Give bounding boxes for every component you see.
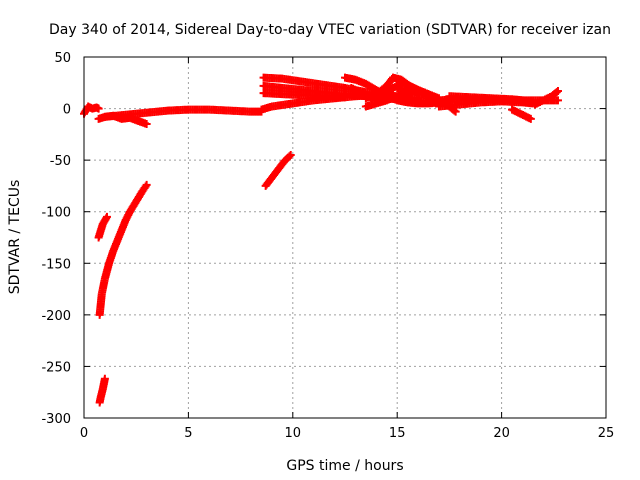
data-point: [141, 182, 150, 191]
data-point: [102, 212, 111, 221]
data-point: [142, 180, 151, 189]
data-series-19: [508, 105, 535, 123]
data-series-2: [94, 212, 111, 242]
x-tick-label: 10: [285, 426, 302, 441]
y-tick-label: -150: [41, 257, 71, 272]
data-series-5: [100, 105, 266, 121]
chart-title: Day 340 of 2014, Sidereal Day-to-day VTE…: [49, 22, 611, 38]
data-point: [451, 107, 460, 116]
data-series-3: [95, 180, 151, 319]
data-series-20: [531, 87, 562, 109]
x-tick-label: 5: [184, 426, 192, 441]
x-tick-label: 0: [80, 426, 88, 441]
x-tick-label: 20: [493, 426, 510, 441]
y-tick-label: -100: [41, 206, 71, 221]
x-axis-label: GPS time / hours: [286, 458, 403, 474]
y-tick-label: 0: [63, 103, 71, 118]
plot-frame: [83, 56, 607, 419]
data-point: [341, 93, 349, 102]
data-point: [100, 374, 109, 383]
data-point: [553, 96, 562, 105]
y-tick-label: -200: [41, 309, 71, 324]
y-tick-label: -250: [41, 360, 71, 375]
y-tick-label: 50: [54, 51, 71, 66]
data-point: [552, 88, 561, 97]
x-tick-label: 15: [389, 426, 406, 441]
data-point: [285, 152, 294, 161]
y-tick-label: -50: [50, 154, 71, 169]
data-point: [553, 87, 562, 96]
data-layer: [80, 73, 562, 407]
data-point: [526, 114, 535, 123]
y-tick-label: -300: [41, 412, 71, 427]
data-series-10: [259, 89, 349, 102]
y-axis-label: SDTVAR / TECUs: [7, 180, 23, 295]
data-point: [142, 120, 151, 129]
data-series-18: [445, 92, 537, 107]
data-series-6: [261, 150, 295, 190]
data-point: [94, 104, 103, 113]
x-tick-label: 25: [598, 426, 615, 441]
tick-layer: 0 5 10 15 20 25 50 0 -50 -100 -150 -200 -250 -300: [41, 51, 614, 441]
data-series-4: [95, 374, 109, 407]
data-series-0: [80, 102, 103, 118]
data-point: [286, 150, 295, 159]
